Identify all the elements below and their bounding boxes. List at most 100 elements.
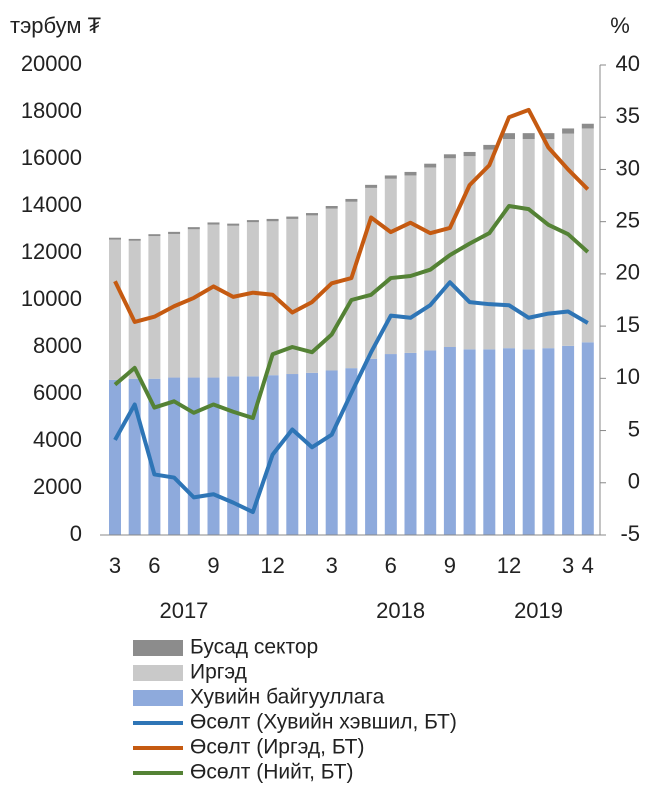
bar — [168, 377, 181, 535]
x-group-label: 2018 — [376, 598, 425, 623]
bar — [109, 379, 121, 535]
y2-tick-label: 15 — [616, 312, 640, 337]
bar — [306, 372, 318, 535]
bar — [542, 139, 555, 349]
bar — [109, 239, 121, 380]
bar — [109, 237, 121, 240]
x-tick-label: 9 — [444, 553, 456, 578]
legend-swatch — [133, 640, 183, 656]
bar — [187, 229, 200, 378]
bar — [187, 227, 200, 230]
x-group-label: 2017 — [159, 598, 208, 623]
y-axis-title: тэрбум ₮ — [10, 13, 101, 38]
bar — [325, 370, 338, 535]
bar — [286, 374, 299, 535]
bar — [443, 154, 456, 159]
bar — [562, 133, 575, 346]
bar — [266, 218, 279, 222]
y-tick-label: 8000 — [33, 333, 82, 358]
bar — [365, 187, 378, 359]
y2-axis-title: % — [610, 13, 630, 38]
legend-label: Иргэд — [190, 661, 247, 684]
bar — [128, 378, 141, 535]
y-tick-label: 16000 — [21, 145, 82, 170]
bar — [325, 206, 338, 209]
bar — [404, 352, 417, 535]
bar — [148, 378, 161, 535]
y-tick-label: 10000 — [21, 286, 82, 311]
x-tick-label: 3 — [326, 553, 338, 578]
x-tick-label: 12 — [260, 553, 284, 578]
y2-tick-label: 20 — [616, 260, 640, 285]
line — [113, 280, 589, 515]
bar — [227, 223, 240, 226]
y-tick-label: 4000 — [33, 427, 82, 452]
bar — [128, 238, 141, 241]
bar — [542, 133, 555, 140]
y-tick-label: 18000 — [21, 98, 82, 123]
x-tick-label: 12 — [497, 553, 521, 578]
bar — [345, 201, 358, 369]
bar — [168, 231, 181, 234]
x-group-label: 2019 — [514, 598, 563, 623]
bar — [522, 133, 535, 140]
x-tick-label: 4 — [582, 553, 594, 578]
bar — [306, 215, 318, 373]
bar — [227, 225, 240, 377]
line — [113, 204, 590, 421]
line — [113, 107, 590, 324]
x-tick-label: 6 — [148, 553, 160, 578]
bar — [404, 171, 417, 176]
bar — [503, 139, 515, 349]
bar — [542, 348, 555, 535]
bar — [365, 184, 378, 188]
bar — [404, 175, 417, 353]
bar — [128, 240, 141, 379]
bar — [562, 128, 575, 134]
bar — [503, 133, 515, 140]
bar — [384, 175, 397, 179]
bar — [384, 178, 397, 355]
bar — [581, 128, 594, 343]
bar — [562, 345, 575, 535]
bar — [483, 144, 496, 150]
y-tick-label: 2000 — [33, 474, 82, 499]
y2-tick-label: 30 — [616, 155, 640, 180]
bar — [207, 224, 220, 378]
x-tick-label: 3 — [562, 553, 574, 578]
legend-swatch — [133, 665, 183, 681]
y-tick-label: 0 — [70, 521, 82, 546]
legend-label: Өсөлт (Хувийн хэвшил, БТ) — [190, 711, 457, 734]
bar — [148, 236, 161, 379]
bar — [581, 123, 594, 129]
bar — [345, 198, 358, 202]
y2-tick-label: -5 — [620, 521, 640, 546]
bar — [187, 377, 200, 535]
x-tick-label: 9 — [207, 553, 219, 578]
bar — [424, 167, 437, 351]
bar — [227, 376, 240, 535]
y2-tick-label: 25 — [616, 207, 640, 232]
bar — [463, 349, 476, 535]
y-tick-label: 20000 — [21, 51, 82, 76]
legend-label: Хувийн байгууллага — [190, 686, 385, 709]
bar — [345, 368, 358, 535]
y-tick-label: 6000 — [33, 380, 82, 405]
bar — [581, 342, 594, 535]
bar — [483, 149, 496, 350]
bar — [503, 348, 515, 535]
bar — [286, 216, 299, 219]
legend-label: Өсөлт (Иргэд, БТ) — [190, 736, 364, 759]
bar — [463, 151, 476, 157]
bar — [522, 139, 535, 350]
bar — [522, 349, 535, 535]
y2-tick-label: 0 — [628, 469, 640, 494]
bar — [424, 350, 437, 535]
y2-tick-label: 10 — [616, 364, 640, 389]
legend-label: Бусад сектор — [190, 636, 318, 659]
legend-label: Өсөлт (Нийт, БТ) — [190, 761, 353, 784]
legend-swatch — [133, 690, 183, 706]
y-tick-label: 14000 — [21, 192, 82, 217]
bar — [246, 220, 259, 223]
